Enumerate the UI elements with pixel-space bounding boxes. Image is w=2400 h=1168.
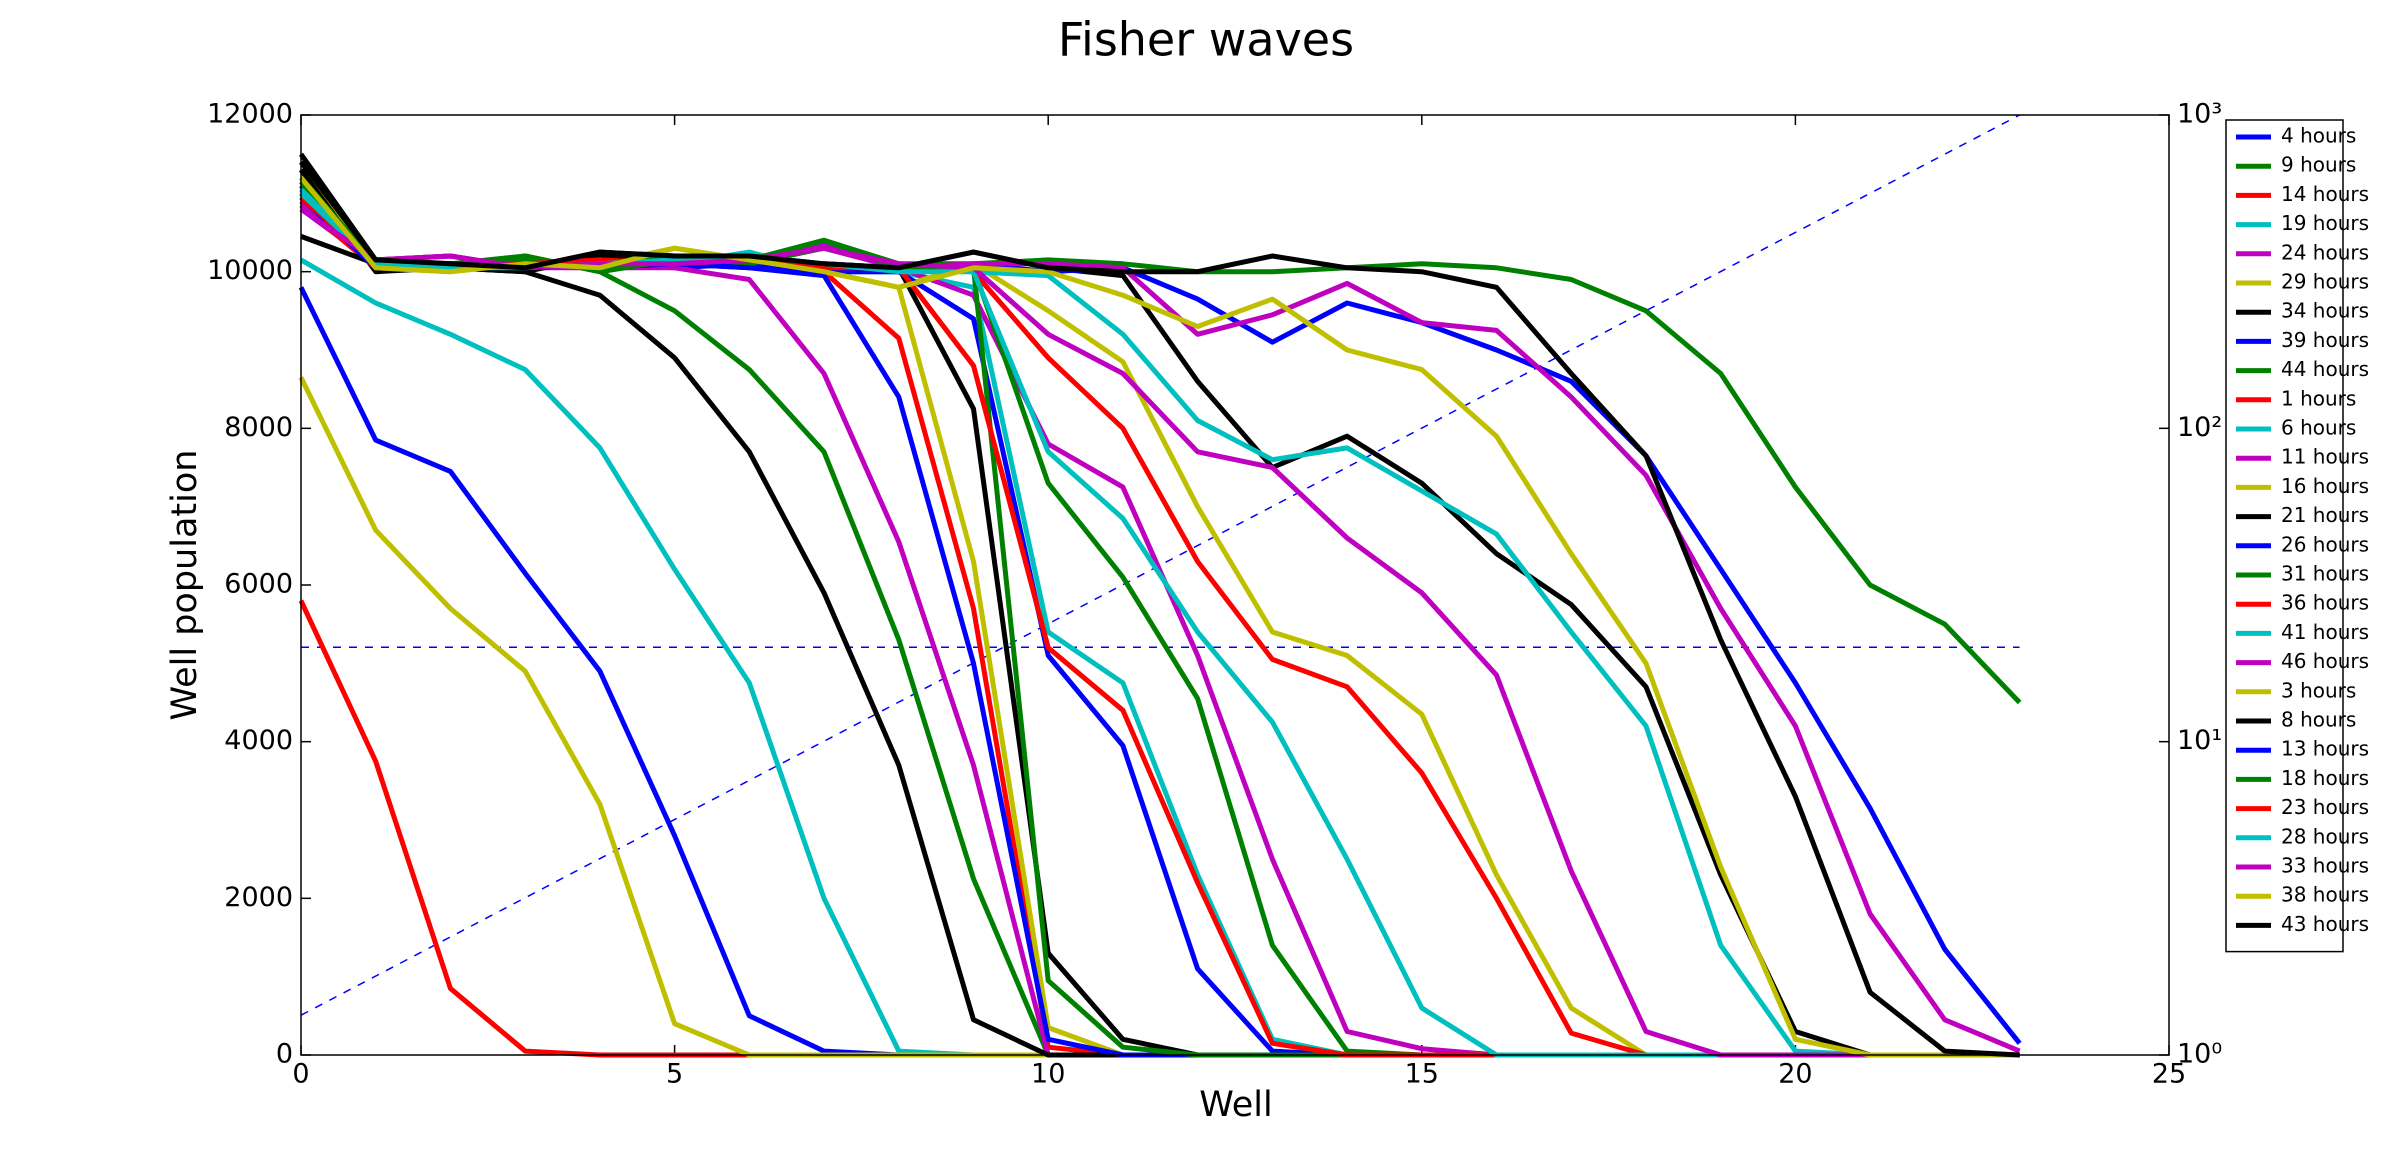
legend-label: 38 hours <box>2281 883 2369 907</box>
legend-label: 23 hours <box>2281 795 2369 819</box>
legend-label: 26 hours <box>2281 532 2369 556</box>
x-tick-label: 15 <box>1405 1059 1439 1090</box>
legend-label: 33 hours <box>2281 854 2369 878</box>
legend-label: 19 hours <box>2281 211 2369 235</box>
legend-label: 34 hours <box>2281 299 2369 323</box>
plot-frame <box>300 114 2170 1056</box>
legend-label: 18 hours <box>2281 766 2369 790</box>
legend-label: 13 hours <box>2281 737 2369 761</box>
reference-line <box>300 114 2020 1016</box>
legend-label: 46 hours <box>2281 649 2369 673</box>
x-tick-label: 10 <box>1031 1059 1065 1090</box>
x-tick-label: 25 <box>2152 1059 2186 1090</box>
y-tick-label: 6000 <box>224 569 293 600</box>
series-line <box>299 160 2020 1058</box>
legend-label: 4 hours <box>2281 124 2356 148</box>
legend-label: 11 hours <box>2281 445 2369 469</box>
y2-tick-label: 10¹ <box>2177 725 2222 756</box>
y-tick-label: 8000 <box>224 412 293 443</box>
legend-label: 29 hours <box>2281 270 2369 294</box>
legend-label: 1 hours <box>2281 386 2356 410</box>
legend-label: 21 hours <box>2281 503 2369 527</box>
y-tick-label: 0 <box>276 1039 293 1070</box>
legend-label: 39 hours <box>2281 328 2369 352</box>
y-tick-label: 12000 <box>207 99 293 130</box>
legend-label: 31 hours <box>2281 562 2369 586</box>
series-line <box>299 176 2020 1058</box>
legend-label: 3 hours <box>2281 678 2356 702</box>
legend-label: 9 hours <box>2281 153 2356 177</box>
y2-tick-label: 10² <box>2177 412 2222 443</box>
y-tick-label: 10000 <box>207 255 293 286</box>
legend-label: 43 hours <box>2281 912 2369 936</box>
legend-label: 44 hours <box>2281 357 2369 381</box>
y2-tick-label: 10⁰ <box>2177 1039 2222 1070</box>
legend-label: 41 hours <box>2281 620 2369 644</box>
legend-label: 6 hours <box>2281 416 2356 440</box>
legend-label: 14 hours <box>2281 182 2369 206</box>
legend: 4 hours 9 hours 14 hours 19 hours 24 hours 29… <box>2225 119 2369 953</box>
legend-label: 28 hours <box>2281 824 2369 848</box>
legend-label: 16 hours <box>2281 474 2369 498</box>
x-tick-label: 20 <box>1778 1059 1812 1090</box>
y-tick-label: 2000 <box>224 882 293 913</box>
y-axis-label: Well population <box>165 450 205 721</box>
x-axis-label: Well <box>1199 1085 1273 1125</box>
legend-box <box>2225 119 2344 953</box>
y2-tick-label: 10³ <box>2177 99 2222 130</box>
y-tick-label: 4000 <box>224 725 293 756</box>
x-tick-label: 0 <box>292 1059 309 1090</box>
legend-label: 36 hours <box>2281 591 2369 615</box>
x-tick-label: 5 <box>666 1059 683 1090</box>
chart-title: Fisher waves <box>1058 13 1354 67</box>
legend-label: 24 hours <box>2281 240 2369 264</box>
legend-label: 8 hours <box>2281 708 2356 732</box>
